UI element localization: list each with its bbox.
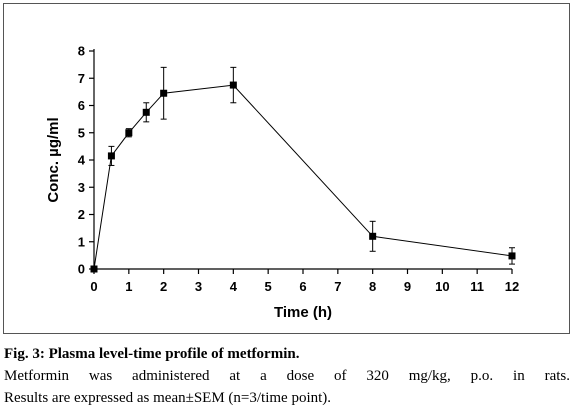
x-axis-title: Time (h) bbox=[274, 304, 332, 321]
x-tick-label: 1 bbox=[125, 279, 132, 294]
y-tick-label: 7 bbox=[78, 71, 85, 86]
data-point bbox=[508, 252, 516, 260]
figure-frame bbox=[3, 3, 570, 334]
y-tick-label: 8 bbox=[78, 44, 85, 59]
x-tick-label: 8 bbox=[369, 279, 376, 294]
y-tick-label: 6 bbox=[78, 98, 85, 113]
x-tick-label: 2 bbox=[160, 279, 167, 294]
data-point bbox=[107, 152, 115, 160]
y-tick-label: 0 bbox=[78, 262, 85, 277]
x-tick-label: 12 bbox=[505, 279, 519, 294]
figure-number: Fig. 3: bbox=[4, 346, 45, 362]
data-point bbox=[142, 108, 150, 116]
caption-dose-line: Metformin was administered at a dose of … bbox=[4, 368, 570, 384]
caption-results-line: Results are expressed as mean±SEM (n=3/t… bbox=[4, 390, 332, 406]
x-tick-label: 7 bbox=[334, 279, 341, 294]
data-point bbox=[160, 89, 168, 97]
data-point bbox=[90, 265, 98, 273]
x-tick-label: 3 bbox=[195, 279, 202, 294]
y-tick-label: 5 bbox=[78, 125, 85, 140]
y-tick-label: 2 bbox=[78, 207, 85, 222]
caption-title-line: Fig. 3: Plasma level-time profile of met… bbox=[4, 343, 570, 365]
x-tick-label: 10 bbox=[435, 279, 449, 294]
x-tick-label: 9 bbox=[404, 279, 411, 294]
figure-title: Plasma level-time profile of metformin. bbox=[48, 346, 300, 362]
x-tick-label: 6 bbox=[299, 279, 306, 294]
y-axis-title: Conc. µg/ml bbox=[45, 117, 62, 202]
y-tick-label: 1 bbox=[78, 234, 85, 249]
y-tick-label: 3 bbox=[78, 180, 85, 195]
data-point bbox=[229, 81, 237, 89]
x-tick-label: 5 bbox=[265, 279, 272, 294]
x-tick-label: 0 bbox=[90, 279, 97, 294]
x-tick-label: 4 bbox=[230, 279, 238, 294]
data-point bbox=[125, 129, 133, 137]
data-point bbox=[369, 232, 377, 240]
y-tick-label: 4 bbox=[78, 153, 86, 168]
series-line bbox=[93, 84, 513, 270]
figure-caption: Fig. 3: Plasma level-time profile of met… bbox=[4, 343, 570, 409]
x-tick-label: 11 bbox=[470, 279, 484, 294]
